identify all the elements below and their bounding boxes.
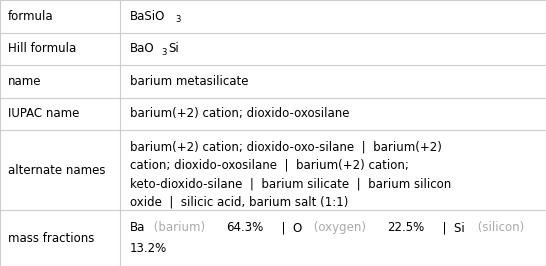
Text: |  Si: | Si — [436, 221, 465, 234]
Text: Hill formula: Hill formula — [8, 42, 76, 55]
Text: mass fractions: mass fractions — [8, 231, 94, 244]
Text: 3: 3 — [176, 15, 181, 24]
Text: IUPAC name: IUPAC name — [8, 107, 79, 120]
Text: |  O: | O — [274, 221, 302, 234]
Text: (oxygen): (oxygen) — [310, 221, 370, 234]
Text: 64.3%: 64.3% — [226, 221, 263, 234]
Text: BaSiO: BaSiO — [130, 10, 165, 23]
Text: Si: Si — [169, 42, 180, 55]
Text: 22.5%: 22.5% — [388, 221, 425, 234]
Text: (barium): (barium) — [150, 221, 209, 234]
Text: barium(+2) cation; dioxido-oxo-silane  |  barium(+2)
cation; dioxido-oxosilane  : barium(+2) cation; dioxido-oxo-silane | … — [130, 140, 451, 209]
Text: alternate names: alternate names — [8, 164, 105, 177]
Text: Ba: Ba — [130, 221, 145, 234]
Text: name: name — [8, 75, 41, 88]
Text: 13.2%: 13.2% — [130, 242, 167, 255]
Text: barium metasilicate: barium metasilicate — [130, 75, 248, 88]
Text: 3: 3 — [162, 48, 167, 57]
Text: barium(+2) cation; dioxido-oxosilane: barium(+2) cation; dioxido-oxosilane — [130, 107, 349, 120]
Text: (silicon): (silicon) — [474, 221, 524, 234]
Text: formula: formula — [8, 10, 54, 23]
Text: BaO: BaO — [130, 42, 155, 55]
